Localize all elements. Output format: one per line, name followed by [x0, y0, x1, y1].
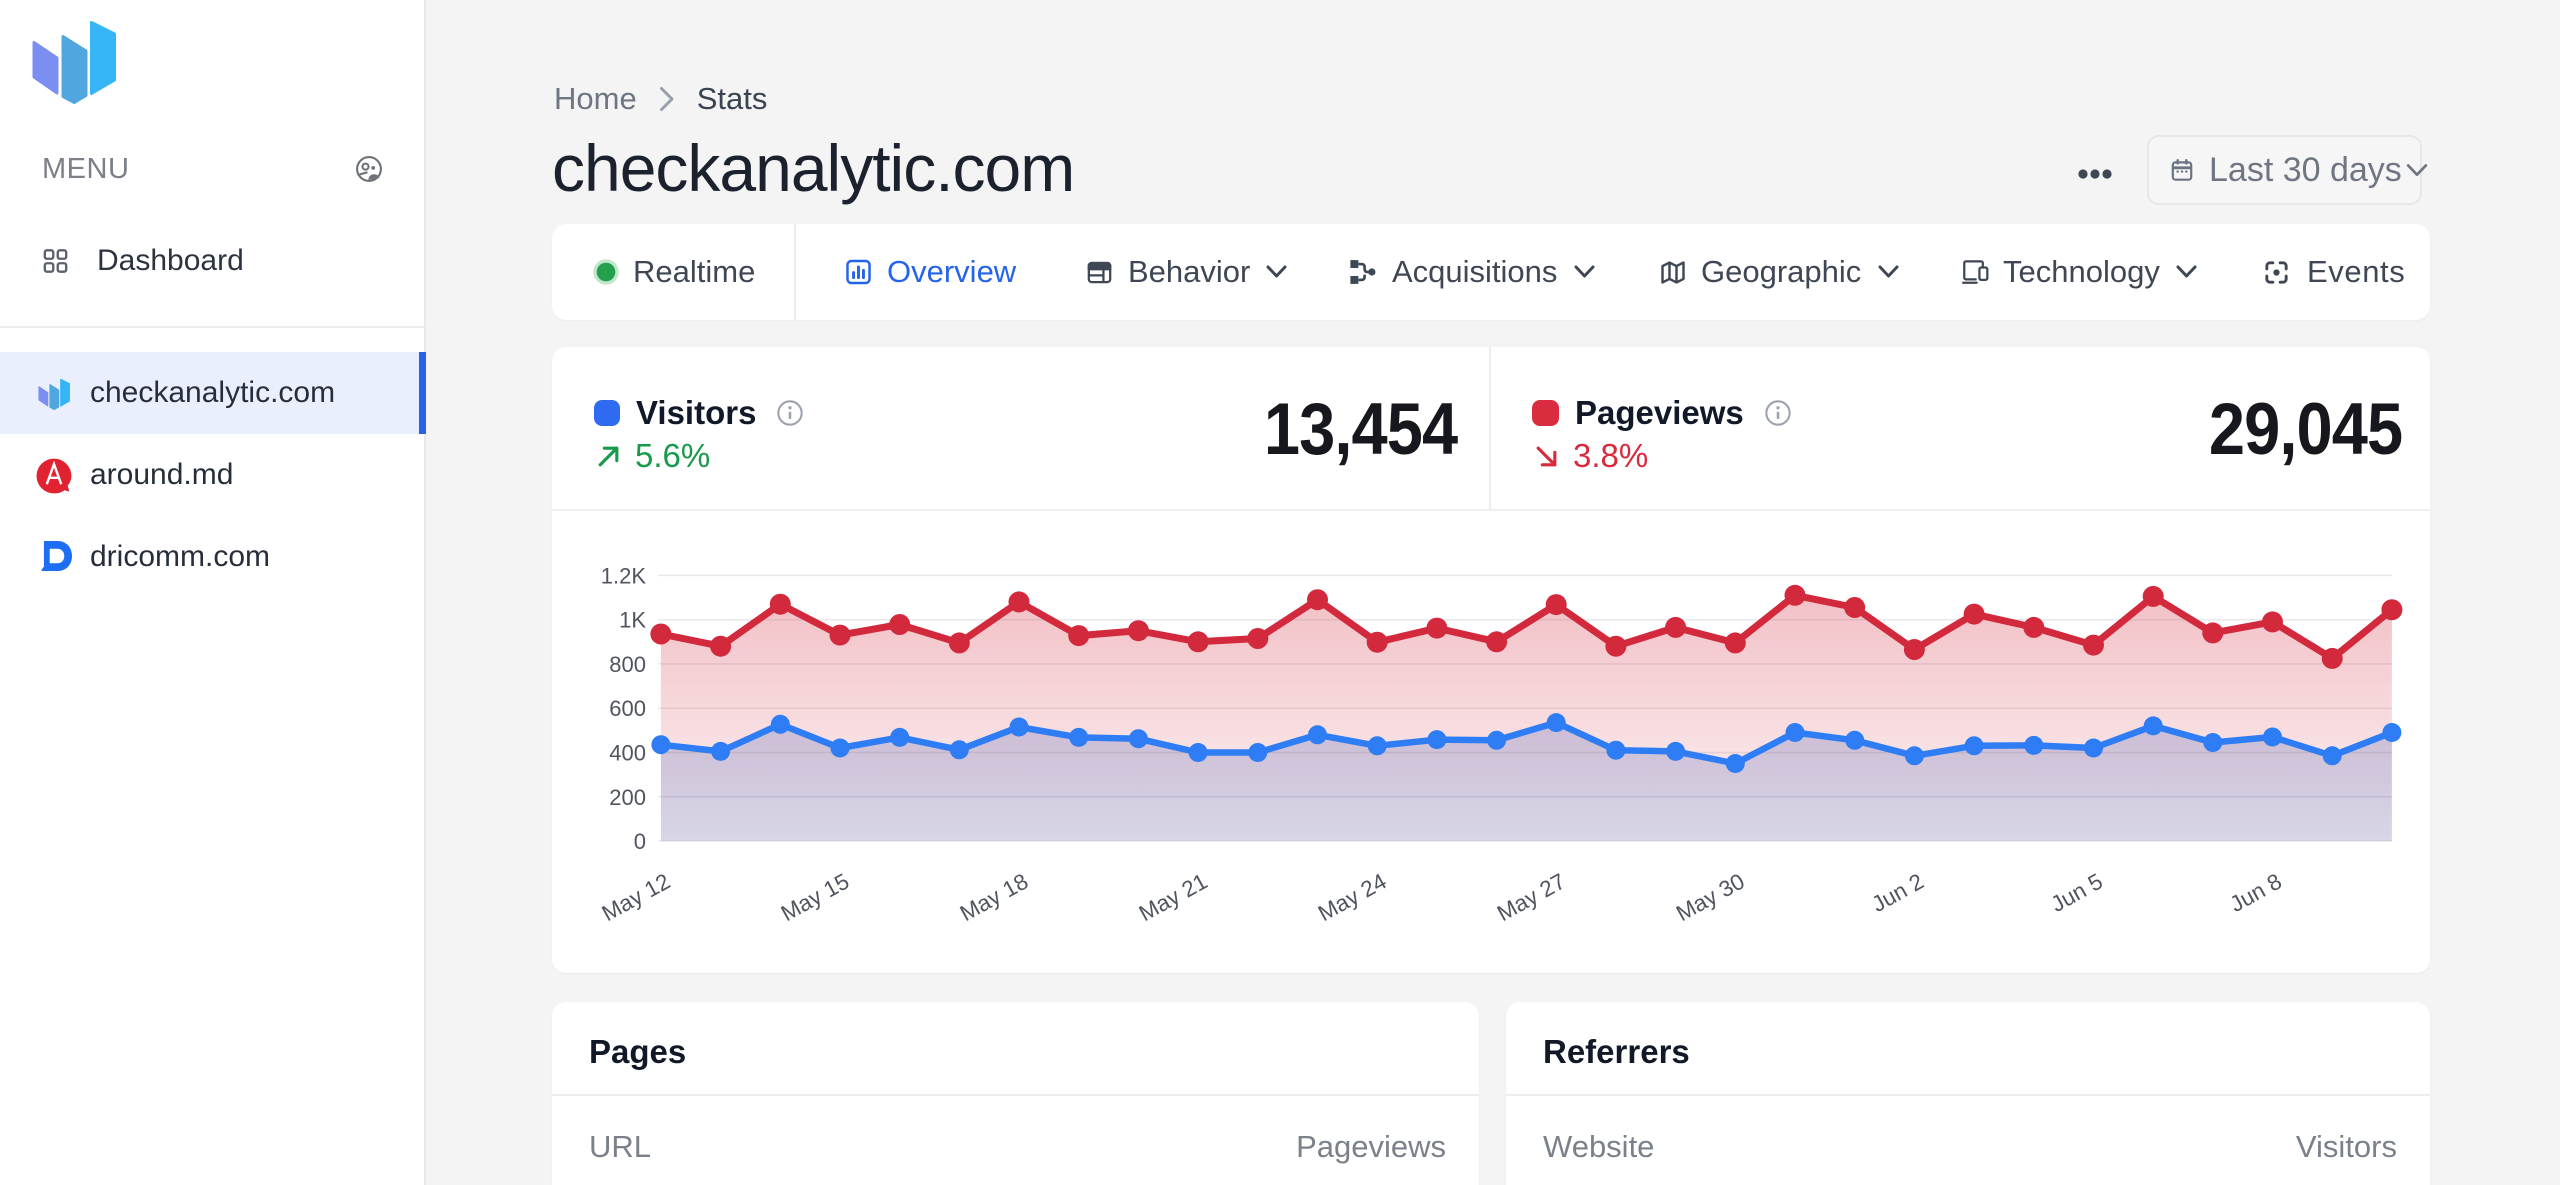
svg-text:400: 400	[609, 741, 646, 766]
svg-text:800: 800	[609, 652, 646, 677]
svg-text:200: 200	[609, 785, 646, 810]
svg-text:1.2K: 1.2K	[601, 563, 647, 588]
svg-text:May 30: May 30	[1672, 869, 1749, 927]
svg-text:May 27: May 27	[1493, 869, 1570, 927]
svg-text:May 15: May 15	[777, 869, 854, 927]
svg-text:1K: 1K	[619, 608, 646, 633]
svg-text:May 24: May 24	[1314, 869, 1391, 927]
svg-text:600: 600	[609, 696, 646, 721]
svg-text:Jun 2: Jun 2	[1868, 869, 1928, 918]
svg-text:0: 0	[634, 829, 646, 854]
svg-text:Jun 8: Jun 8	[2226, 869, 2286, 918]
svg-text:May 12: May 12	[598, 869, 675, 927]
svg-text:Jun 5: Jun 5	[2047, 869, 2107, 918]
svg-text:May 18: May 18	[956, 869, 1033, 927]
svg-text:May 21: May 21	[1135, 869, 1212, 927]
